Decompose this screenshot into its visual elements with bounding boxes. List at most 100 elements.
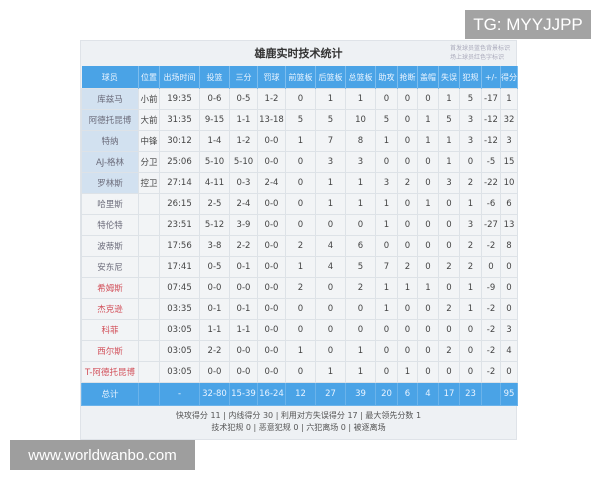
stat-cell: 3-9: [229, 214, 258, 236]
legend-note: 首发球员蓝色背景标识 场上球员红色字标识: [450, 44, 510, 62]
stat-cell: 15: [500, 151, 518, 173]
stat-cell: 1: [500, 88, 518, 110]
stat-cell: 0: [438, 361, 460, 383]
player-name[interactable]: AJ-格林: [81, 151, 139, 173]
player-name[interactable]: 库兹马: [81, 88, 139, 110]
column-header[interactable]: 犯规: [459, 66, 482, 89]
stat-cell: 0-0: [257, 319, 286, 341]
stat-cell: 0: [459, 151, 482, 173]
player-row: 特伦特 23:51 5-12 3-9 0-0 0 0 0 1 0 0 0 3 -27 13: [81, 214, 518, 236]
player-row: 阿德托昆博 大前 31:35 9-15 1-1 13-18 5 5 10 5 0 1 5 3 -12 32: [81, 109, 518, 131]
stat-cell: 10: [345, 109, 376, 131]
column-header[interactable]: 投篮: [199, 66, 230, 89]
stat-cell: 0: [438, 319, 460, 341]
stat-cell: 03:35: [159, 298, 200, 320]
player-name[interactable]: 特伦特: [81, 214, 139, 236]
column-header[interactable]: 盖帽: [417, 66, 439, 89]
stat-cell: 4: [500, 340, 518, 362]
player-name[interactable]: 波蒂斯: [81, 235, 139, 257]
stat-cell: 0: [315, 340, 346, 362]
column-header[interactable]: 球员: [81, 66, 139, 89]
stat-cell: 0: [417, 256, 439, 278]
total-cell: 32-80: [199, 382, 230, 406]
stat-cell: 03:05: [159, 319, 200, 341]
column-header[interactable]: 出场时间: [159, 66, 200, 89]
player-name[interactable]: 科菲: [81, 319, 139, 341]
player-name[interactable]: 希姆斯: [81, 277, 139, 299]
column-header[interactable]: 得分: [500, 66, 518, 89]
stat-cell: 4: [315, 235, 346, 257]
column-header[interactable]: 总篮板: [345, 66, 376, 89]
player-row: 哈里斯 26:15 2-5 2-4 0-0 0 1 1 1 0 1 0 1 -6 6: [81, 193, 518, 215]
stat-cell: 0-0: [229, 277, 258, 299]
panel-title: 雄鹿实时技术统计 首发球员蓝色背景标识 场上球员红色字标识: [81, 41, 516, 66]
stat-cell: 6: [500, 193, 518, 215]
stat-cell: 1: [315, 193, 346, 215]
stat-cell: 0: [500, 277, 518, 299]
stat-cell: 26:15: [159, 193, 200, 215]
total-cell: 15-39: [229, 382, 258, 406]
column-header[interactable]: +/-: [481, 66, 501, 89]
stat-cell: 0: [459, 340, 482, 362]
stat-cell: 17:41: [159, 256, 200, 278]
stat-cell: -2: [481, 319, 501, 341]
stat-cell: 32: [500, 109, 518, 131]
stat-cell: 0: [285, 319, 316, 341]
column-header[interactable]: 助攻: [375, 66, 398, 89]
watermark-tg: TG: MYYJJPP: [465, 10, 591, 39]
column-header[interactable]: 抢断: [397, 66, 418, 89]
total-cell: 95: [500, 382, 518, 406]
stat-cell: 0: [417, 298, 439, 320]
stat-cell: [138, 277, 160, 299]
stat-cell: 0: [417, 88, 439, 110]
stat-cell: 1: [375, 193, 398, 215]
stat-cell: -6: [481, 193, 501, 215]
stat-cell: 5-10: [199, 151, 230, 173]
stat-cell: 0: [375, 235, 398, 257]
stat-cell: 1: [417, 193, 439, 215]
player-name[interactable]: 安东尼: [81, 256, 139, 278]
player-name[interactable]: 罗林斯: [81, 172, 139, 194]
stat-cell: 8: [500, 235, 518, 257]
stat-cell: 07:45: [159, 277, 200, 299]
stat-cell: 0: [345, 319, 376, 341]
stat-cell: -5: [481, 151, 501, 173]
stat-cell: 1: [438, 88, 460, 110]
total-cell: 12: [285, 382, 316, 406]
stat-cell: 03:05: [159, 361, 200, 383]
stat-cell: 2: [459, 235, 482, 257]
column-header[interactable]: 前篮板: [285, 66, 316, 89]
stat-cell: 0-0: [199, 277, 230, 299]
stat-cell: 17:56: [159, 235, 200, 257]
player-name[interactable]: T-阿德托昆博: [81, 361, 139, 383]
player-row: 杰克逊 03:35 0-1 0-1 0-0 0 0 0 1 0 0 2 1 -2 0: [81, 298, 518, 320]
stat-cell: 2-2: [229, 235, 258, 257]
player-name[interactable]: 杰克逊: [81, 298, 139, 320]
column-header[interactable]: 三分: [229, 66, 258, 89]
column-header[interactable]: 失误: [438, 66, 460, 89]
column-header[interactable]: 位置: [138, 66, 160, 89]
stat-cell: 0: [285, 298, 316, 320]
player-name[interactable]: 特纳: [81, 130, 139, 152]
stat-cell: 19:35: [159, 88, 200, 110]
stat-cell: 0-1: [199, 298, 230, 320]
stat-cell: 0: [315, 319, 346, 341]
stat-cell: -12: [481, 109, 501, 131]
player-name[interactable]: 哈里斯: [81, 193, 139, 215]
player-name[interactable]: 西尔斯: [81, 340, 139, 362]
stat-cell: 1: [345, 172, 376, 194]
stat-cell: 1: [397, 361, 418, 383]
column-header[interactable]: 后篮板: [315, 66, 346, 89]
stat-cell: -2: [481, 340, 501, 362]
stat-cell: 0: [438, 277, 460, 299]
total-cell: 4: [417, 382, 439, 406]
stat-cell: 3: [459, 130, 482, 152]
stat-cell: 0: [315, 277, 346, 299]
column-header[interactable]: 罚球: [257, 66, 286, 89]
stat-cell: 0-0: [257, 151, 286, 173]
stat-cell: 5: [345, 256, 376, 278]
stat-cell: 3: [375, 172, 398, 194]
stat-cell: 03:05: [159, 340, 200, 362]
player-name[interactable]: 阿德托昆博: [81, 109, 139, 131]
stat-cell: 0-1: [229, 298, 258, 320]
